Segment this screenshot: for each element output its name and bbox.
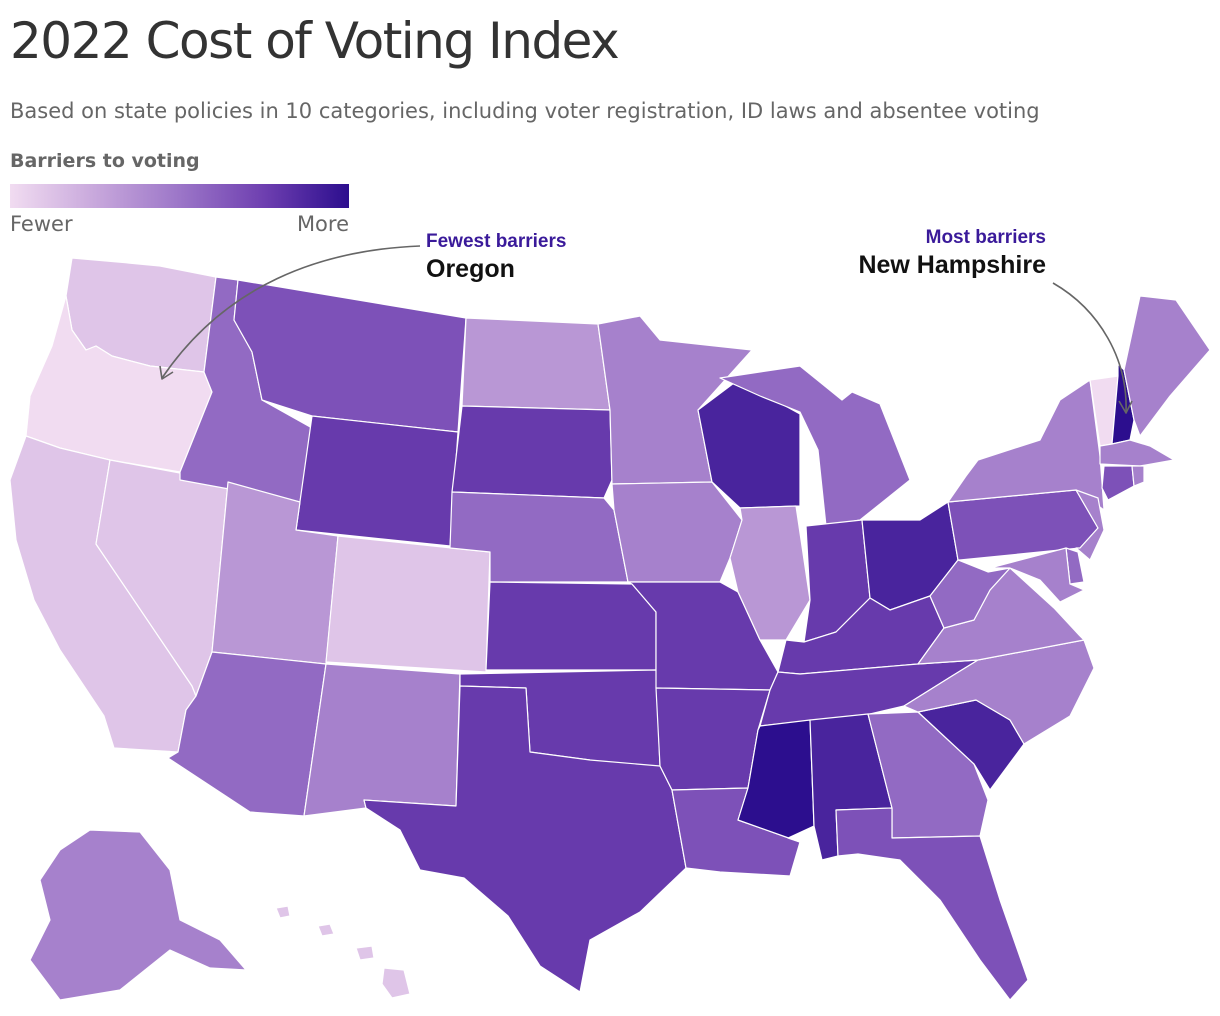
state-wv [929, 559, 1011, 629]
state-ak [29, 829, 247, 1001]
oregon-arrow-head [159, 365, 174, 380]
state-pa [947, 489, 1099, 561]
state-nc [903, 639, 1095, 745]
state-fl [835, 807, 1029, 1001]
legend-high-label: More [296, 212, 349, 236]
most-barriers-annotation: Most barriers New Hampshire [858, 227, 1046, 280]
fewest-barriers-state: Oregon [426, 255, 515, 283]
fewest-barriers-annotation: Fewest barriers Oregon [426, 231, 566, 284]
state-ne [449, 491, 629, 583]
chart-title: 2022 Cost of Voting Index [10, 12, 620, 70]
state-hi [275, 905, 411, 999]
new-hampshire-callout-arrow [1052, 282, 1127, 413]
state-nj [1075, 489, 1105, 561]
state-wy [295, 415, 459, 547]
state-tx [363, 685, 687, 993]
state-ks [485, 581, 657, 671]
new-hampshire-arrow-head [1118, 400, 1133, 414]
state-nd [461, 317, 611, 411]
legend-gradient-bar [10, 184, 349, 208]
oregon-callout-arrow [161, 245, 421, 379]
most-barriers-state: New Hampshire [858, 251, 1046, 279]
state-ct [1101, 465, 1135, 501]
fewest-barriers-label: Fewest barriers [426, 231, 567, 252]
legend-low-label: Fewer [10, 212, 73, 236]
state-ia [611, 481, 743, 583]
most-barriers-label: Most barriers [925, 227, 1046, 248]
state-ny [947, 379, 1105, 511]
state-md [989, 547, 1085, 603]
state-co [325, 535, 491, 673]
state-mi [719, 365, 911, 527]
legend-title: Barriers to voting [10, 150, 200, 172]
state-me [1123, 295, 1211, 437]
state-nm [303, 663, 461, 817]
state-il [729, 505, 811, 641]
state-ma [1099, 439, 1175, 467]
chart-subtitle: Based on state policies in 10 categories… [10, 99, 1040, 123]
state-ri [1131, 465, 1145, 487]
state-sd [451, 405, 613, 499]
